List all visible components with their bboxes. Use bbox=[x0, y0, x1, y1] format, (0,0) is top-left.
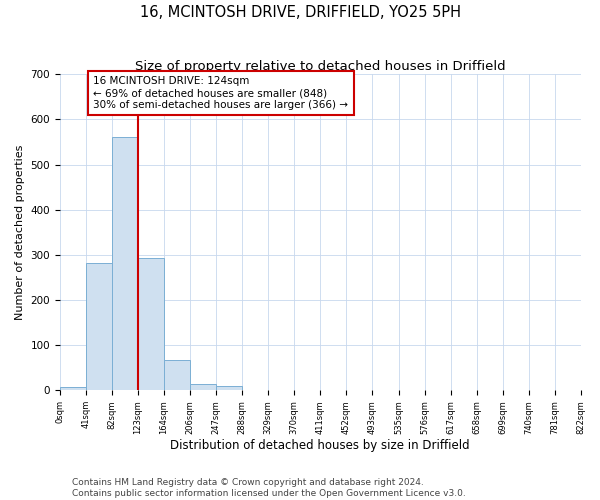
Bar bbox=[60, 386, 86, 390]
Bar bbox=[164, 360, 190, 390]
Bar bbox=[217, 386, 242, 390]
Text: 16, MCINTOSH DRIVE, DRIFFIELD, YO25 5PH: 16, MCINTOSH DRIVE, DRIFFIELD, YO25 5PH bbox=[139, 5, 461, 20]
Bar bbox=[138, 258, 164, 390]
Bar bbox=[190, 384, 217, 390]
Bar bbox=[112, 138, 138, 390]
Y-axis label: Number of detached properties: Number of detached properties bbox=[15, 144, 25, 320]
Text: 16 MCINTOSH DRIVE: 124sqm
← 69% of detached houses are smaller (848)
30% of semi: 16 MCINTOSH DRIVE: 124sqm ← 69% of detac… bbox=[94, 76, 349, 110]
Text: Contains HM Land Registry data © Crown copyright and database right 2024.
Contai: Contains HM Land Registry data © Crown c… bbox=[72, 478, 466, 498]
X-axis label: Distribution of detached houses by size in Driffield: Distribution of detached houses by size … bbox=[170, 440, 470, 452]
Title: Size of property relative to detached houses in Driffield: Size of property relative to detached ho… bbox=[135, 60, 506, 73]
Bar bbox=[86, 262, 112, 390]
